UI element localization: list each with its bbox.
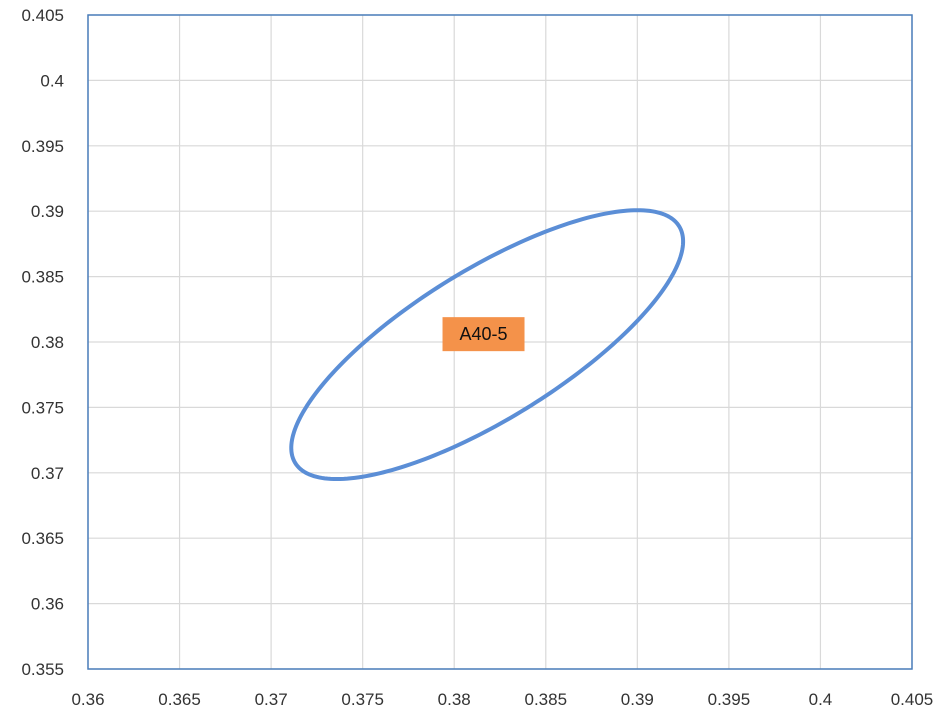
confidence-ellipse	[289, 208, 686, 482]
x-tick-label: 0.38	[438, 690, 471, 709]
y-tick-label: 0.36	[31, 595, 64, 614]
annotation-box	[442, 317, 525, 352]
y-tick-label: 0.4	[40, 71, 64, 90]
y-tick-label: 0.355	[21, 660, 64, 679]
y-tick-label: 0.38	[31, 333, 64, 352]
plot-area-border	[87, 14, 913, 670]
y-tick-label: 0.375	[21, 398, 64, 417]
series-layer	[289, 208, 686, 482]
annotations: A40-5	[442, 317, 525, 352]
x-tick-label: 0.4	[809, 690, 833, 709]
x-tick-label: 0.39	[621, 690, 654, 709]
y-tick-label: 0.385	[21, 268, 64, 287]
x-axis-tick-labels: 0.36 0.365 0.37 0.375 0.38 0.385 0.39 0.395 0.4 0…	[71, 690, 933, 709]
y-tick-label: 0.37	[31, 464, 64, 483]
y-tick-label: 0.395	[21, 137, 64, 156]
x-tick-label: 0.36	[71, 690, 104, 709]
y-tick-label: 0.39	[31, 202, 64, 221]
x-tick-label: 0.395	[708, 690, 751, 709]
y-axis-tick-labels: 0.355 0.36 0.365 0.37 0.375 0.38 0.385 0.39 0.39…	[21, 6, 64, 679]
y-tick-label: 0.365	[21, 529, 64, 548]
y-tick-label: 0.405	[21, 6, 64, 25]
x-tick-label: 0.385	[525, 690, 568, 709]
annotation-label: A40-5	[459, 324, 507, 344]
x-tick-label: 0.365	[158, 690, 201, 709]
x-tick-label: 0.375	[341, 690, 384, 709]
x-tick-label: 0.405	[891, 690, 934, 709]
x-tick-label: 0.37	[255, 690, 288, 709]
